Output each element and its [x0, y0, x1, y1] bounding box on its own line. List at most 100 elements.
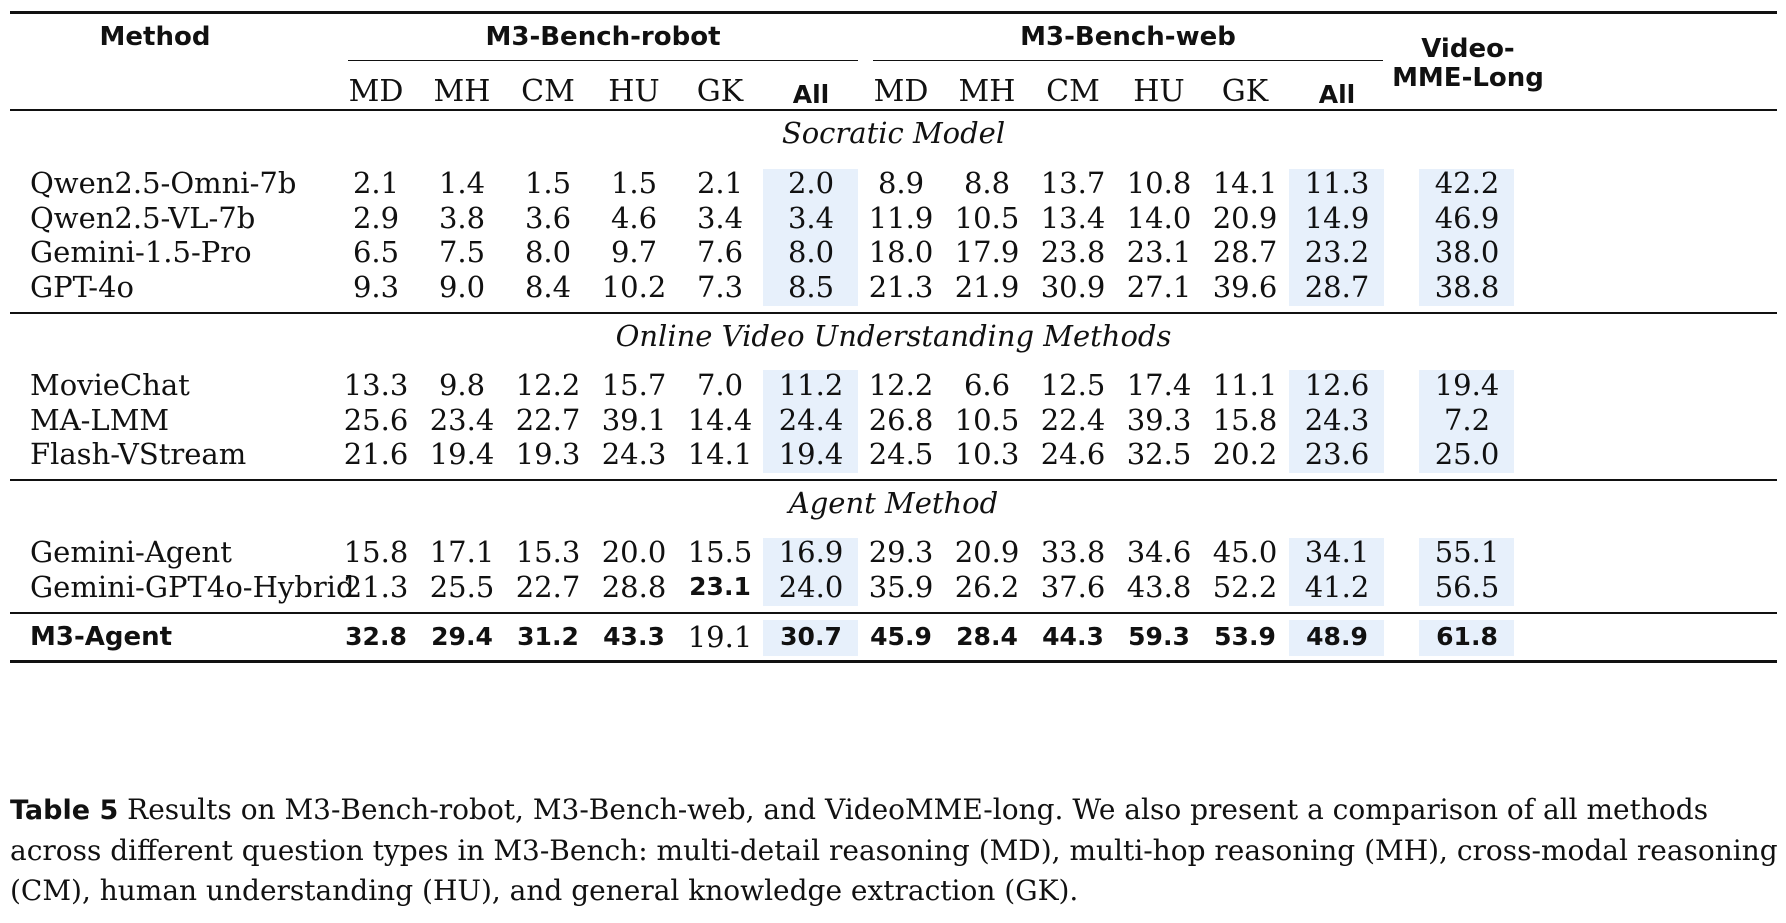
web-cell: 22.4 — [1040, 403, 1106, 437]
web-cell: 12.2 — [868, 368, 934, 402]
robot-cell: 17.1 — [429, 535, 495, 569]
robot-all-highlight — [763, 370, 858, 473]
video-cell: 42.2 — [1434, 166, 1500, 200]
method-name: Qwen2.5-VL-7b — [30, 201, 256, 235]
robot-cell: 19.1 — [687, 620, 753, 654]
robot-all-highlight — [763, 538, 858, 606]
table-row: Flash-VStream 21.6 19.4 19.3 24.3 14.1 19.4 24.… — [0, 435, 1786, 473]
robot-cell: 9.7 — [610, 235, 658, 269]
web-cell: 27.1 — [1126, 270, 1192, 304]
web-cell: 52.2 — [1212, 570, 1278, 604]
robot-cell: 8.5 — [787, 270, 835, 304]
table-row: MovieChat 13.3 9.8 12.2 15.7 7.0 11.2 12.2 6.6 12… — [0, 366, 1786, 404]
robot-cell: 19.4 — [778, 437, 844, 471]
web-cell: 15.8 — [1212, 403, 1278, 437]
web-cell: 45.9 — [870, 622, 932, 651]
web-cell: 21.9 — [954, 270, 1020, 304]
method-name: GPT-4o — [30, 270, 134, 304]
robot-cell: 29.4 — [431, 622, 493, 651]
caption-label: Table 5 — [10, 795, 119, 826]
table-row: MA-LMM 25.6 23.4 22.7 39.1 14.4 24.4 26.8 10.5 22… — [0, 401, 1786, 439]
robot-cell: 8.0 — [524, 235, 572, 269]
robot-cell: 9.3 — [352, 270, 400, 304]
robot-cell: 19.3 — [515, 437, 581, 471]
table-row: Gemini-Agent 15.8 17.1 15.3 20.0 15.5 16.9 29.3… — [0, 533, 1786, 571]
web-cell: 6.6 — [963, 368, 1011, 402]
video-cell: 38.0 — [1434, 235, 1500, 269]
web-cell: 23.8 — [1040, 235, 1106, 269]
method-name: Gemini-Agent — [30, 535, 232, 569]
web-group-underline — [873, 60, 1383, 61]
robot-cell: 24.0 — [778, 570, 844, 604]
robot-cell: 28.8 — [601, 570, 667, 604]
robot-col-header: All — [792, 80, 830, 109]
web-cell: 10.3 — [954, 437, 1020, 471]
web-cell: 17.4 — [1126, 368, 1192, 402]
web-all-highlight — [1289, 620, 1384, 656]
robot-cell: 20.0 — [601, 535, 667, 569]
robot-cell: 23.4 — [429, 403, 495, 437]
robot-col-header: CM — [521, 74, 575, 109]
table-row: GPT-4o 9.3 9.0 8.4 10.2 7.3 8.5 21.3 21.9 30.9 27.… — [0, 268, 1786, 306]
web-col-header: MD — [873, 74, 929, 109]
table-caption: Table 5 Results on M3-Bench-robot, M3-Be… — [10, 790, 1780, 911]
robot-all-highlight — [763, 620, 858, 656]
web-cell: 28.4 — [956, 622, 1018, 651]
video-cell: 38.8 — [1434, 270, 1500, 304]
web-cell: 39.6 — [1212, 270, 1278, 304]
web-cell: 13.7 — [1040, 166, 1106, 200]
web-col-header: HU — [1133, 74, 1185, 109]
method-name: Gemini-1.5-Pro — [30, 235, 252, 269]
web-cell: 26.2 — [954, 570, 1020, 604]
method-name: Gemini-GPT4o-Hybrid — [30, 570, 355, 604]
robot-cell: 2.9 — [352, 201, 400, 235]
section-rule — [10, 312, 1777, 314]
video-cell: 25.0 — [1434, 437, 1500, 471]
caption-text: Results on M3-Bench-robot, M3-Bench-web,… — [10, 793, 1778, 907]
web-cell: 48.9 — [1306, 622, 1368, 651]
robot-cell: 22.7 — [515, 570, 581, 604]
web-cell: 44.3 — [1042, 622, 1104, 651]
video-highlight — [1419, 538, 1514, 606]
web-col-header: CM — [1046, 74, 1100, 109]
web-cell: 37.6 — [1040, 570, 1106, 604]
robot-cell: 24.4 — [778, 403, 844, 437]
robot-cell: 22.7 — [515, 403, 581, 437]
web-cell: 8.8 — [963, 166, 1011, 200]
robot-cell: 19.4 — [429, 437, 495, 471]
web-cell: 14.0 — [1126, 201, 1192, 235]
web-cell: 33.8 — [1040, 535, 1106, 569]
web-cell: 20.9 — [1212, 201, 1278, 235]
robot-cell: 30.7 — [780, 622, 842, 651]
robot-group-underline — [348, 60, 858, 61]
table-row: Gemini-1.5-Pro 6.5 7.5 8.0 9.7 7.6 8.0 18.0 17.9… — [0, 233, 1786, 271]
robot-cell: 8.4 — [524, 270, 572, 304]
robot-cell: 7.0 — [696, 368, 744, 402]
video-cell: 56.5 — [1434, 570, 1500, 604]
web-cell: 39.3 — [1126, 403, 1192, 437]
video-cell: 61.8 — [1436, 622, 1498, 651]
method-name: MA-LMM — [30, 403, 170, 437]
robot-cell: 3.6 — [524, 201, 572, 235]
table-row: Gemini-GPT4o-Hybrid 21.3 25.5 22.7 28.8 23.1 2… — [0, 568, 1786, 606]
robot-cell: 1.5 — [610, 166, 658, 200]
web-cell: 23.6 — [1304, 437, 1370, 471]
web-cell: 59.3 — [1128, 622, 1190, 651]
robot-cell: 3.8 — [438, 201, 486, 235]
method-name: MovieChat — [30, 368, 190, 402]
method-name: M3-Agent — [30, 622, 173, 652]
robot-cell: 11.2 — [778, 368, 844, 402]
robot-cell: 6.5 — [352, 235, 400, 269]
section-rule — [10, 612, 1777, 614]
web-cell: 23.2 — [1304, 235, 1370, 269]
section-title: Agent Method — [788, 486, 999, 520]
robot-cell: 2.1 — [696, 166, 744, 200]
web-cell: 11.3 — [1304, 166, 1370, 200]
robot-cell: 13.3 — [343, 368, 409, 402]
web-cell: 10.5 — [954, 201, 1020, 235]
robot-cell: 9.0 — [438, 270, 486, 304]
robot-col-header: GK — [696, 74, 744, 109]
web-cell: 11.9 — [868, 201, 934, 235]
robot-cell: 10.2 — [601, 270, 667, 304]
robot-cell: 16.9 — [778, 535, 844, 569]
